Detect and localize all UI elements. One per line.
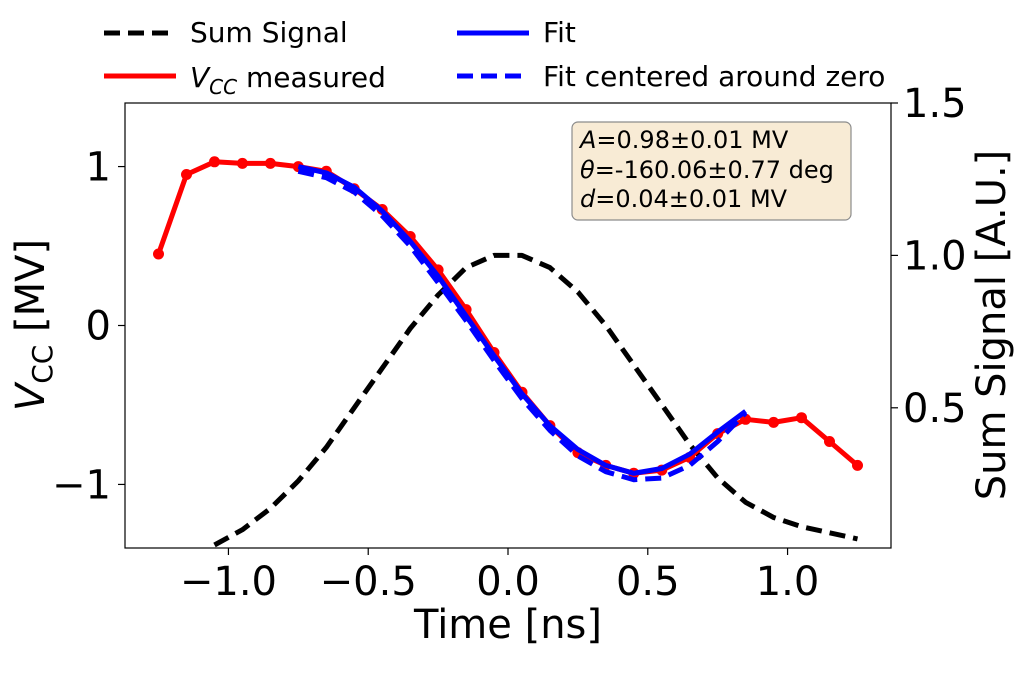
fit-parameter-theta-var: θ: [580, 156, 595, 184]
x-tick-label: −1.0: [180, 559, 277, 605]
legend-label-vcc-main: V: [190, 61, 211, 94]
x-ticks: −1.0 −0.5 0.0 0.5 1.0: [180, 548, 820, 605]
y-tick-label: 0: [86, 304, 111, 350]
fit-parameter-amplitude-value: =0.98±0.01 MV: [596, 126, 788, 154]
series-line-sum-signal: [213, 252, 859, 548]
y2-tick-label: 1.5: [903, 81, 967, 127]
data-point-v-cc-measured: [740, 413, 752, 425]
data-point-v-cc-measured: [768, 416, 780, 428]
y-axis-label: VCC [MV]: [8, 239, 59, 411]
data-point-v-cc-measured: [796, 412, 807, 424]
x-tick-label: −0.5: [320, 559, 417, 605]
legend-label-vcc-measured: VCC measured: [190, 61, 386, 99]
fit-parameter-amplitude: A=0.98±0.01 MV: [578, 126, 789, 154]
legend-label-sum-signal: Sum Signal: [190, 16, 348, 49]
legend-label-vcc-sub: CC: [209, 75, 237, 99]
y2-tick-label: 0.5: [903, 386, 967, 432]
data-point-v-cc-measured: [264, 157, 276, 169]
fit-parameters-box: A=0.98±0.01 MV θ=-160.06±0.77 deg d=0.04…: [571, 121, 852, 221]
legend-label-vcc-rest: measured: [237, 61, 386, 94]
y-tick-label: −1: [52, 462, 111, 508]
x-tick-label: 0.0: [476, 559, 540, 605]
fit-parameter-amplitude-var: A: [578, 126, 596, 154]
fit-parameter-offset-var: d: [580, 185, 596, 213]
x-tick-label: 0.5: [616, 559, 680, 605]
data-point-v-cc-measured: [824, 436, 835, 447]
legend-label-fit: Fit: [543, 16, 576, 49]
data-point-v-cc-measured: [181, 169, 192, 180]
fit-parameter-offset: d=0.04±0.01 MV: [580, 185, 788, 213]
data-point-v-cc-measured: [852, 459, 863, 471]
x-tick-label: 1.0: [756, 559, 820, 605]
legend-label-fit-centered: Fit centered around zero: [543, 60, 885, 93]
data-point-v-cc-measured: [209, 156, 220, 168]
x-axis-label: Time [ns]: [413, 602, 602, 648]
fit-parameter-offset-value: =0.04±0.01 MV: [595, 185, 787, 213]
y-axis-label-unit: [MV]: [8, 239, 54, 345]
legend: Sum Signal Fit VCC measured Fit centered…: [104, 16, 885, 99]
data-point-v-cc-measured: [236, 157, 248, 169]
y-ticks: 1 0 −1: [52, 145, 125, 508]
series-layer: [153, 156, 863, 548]
series-line-fit: [297, 164, 748, 476]
fit-parameter-theta: θ=-160.06±0.77 deg: [580, 156, 834, 184]
y2-axis-label: Sum Signal [A.U.]: [969, 150, 1015, 501]
y-tick-label: 1: [86, 145, 111, 191]
y2-ticks: 1.5 1.0 0.5: [891, 81, 967, 432]
fit-parameter-theta-value: =-160.06±0.77 deg: [595, 156, 834, 184]
series-line-fit-centered-around-zero: [297, 168, 748, 483]
fit-parameters-background: [571, 121, 852, 221]
y-axis-label-main: V: [8, 381, 54, 411]
y2-tick-label: 1.0: [903, 233, 967, 279]
y-axis-label-sub: CC: [26, 345, 59, 384]
data-point-v-cc-measured: [153, 248, 164, 260]
